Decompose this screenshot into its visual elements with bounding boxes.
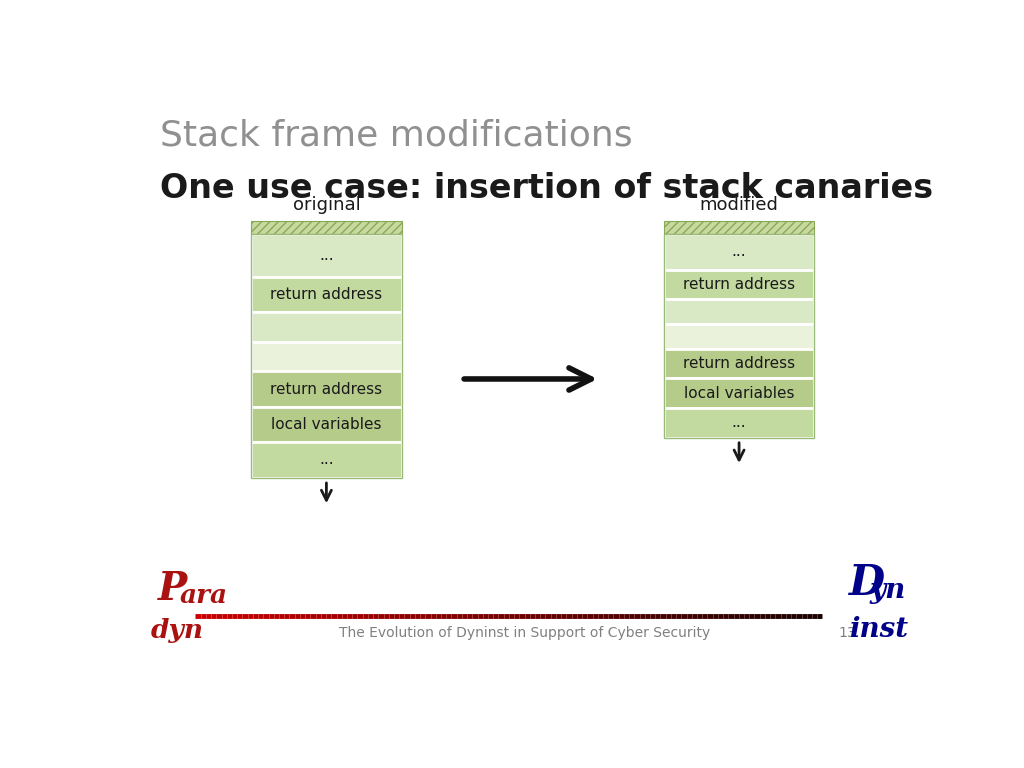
Text: dyn: dyn xyxy=(151,618,203,644)
Text: original: original xyxy=(293,196,360,214)
Text: Stack frame modifications: Stack frame modifications xyxy=(160,119,633,153)
Bar xyxy=(251,276,401,312)
Bar xyxy=(664,324,814,349)
Bar xyxy=(251,221,401,234)
Text: ...: ... xyxy=(732,415,746,430)
Bar xyxy=(664,221,814,234)
Text: return address: return address xyxy=(683,356,795,371)
Bar xyxy=(664,300,814,324)
Text: modified: modified xyxy=(699,196,778,214)
Text: return address: return address xyxy=(270,287,382,302)
Text: ara: ara xyxy=(179,583,227,607)
Text: One use case: insertion of stack canaries: One use case: insertion of stack canarie… xyxy=(160,172,933,205)
Bar xyxy=(251,234,401,478)
Text: return address: return address xyxy=(270,382,382,396)
Bar xyxy=(251,312,401,342)
Text: The Evolution of Dyninst in Support of Cyber Security: The Evolution of Dyninst in Support of C… xyxy=(339,626,711,641)
Bar xyxy=(664,379,814,408)
Text: local variables: local variables xyxy=(271,417,382,432)
Text: yn: yn xyxy=(869,577,905,604)
Text: 13: 13 xyxy=(839,626,856,641)
Text: return address: return address xyxy=(683,276,795,292)
Text: ...: ... xyxy=(732,244,746,260)
Text: D: D xyxy=(849,561,885,604)
Bar xyxy=(664,408,814,438)
Bar xyxy=(251,407,401,442)
Bar xyxy=(251,234,401,276)
Text: local variables: local variables xyxy=(684,386,795,401)
Bar xyxy=(664,234,814,438)
Text: inst: inst xyxy=(849,616,907,644)
Text: P: P xyxy=(158,570,187,607)
Bar xyxy=(251,342,401,371)
Bar xyxy=(251,371,401,407)
Bar xyxy=(664,349,814,379)
Text: ...: ... xyxy=(319,452,334,468)
Text: ...: ... xyxy=(319,248,334,263)
Bar xyxy=(251,442,401,478)
Bar xyxy=(664,270,814,300)
Bar xyxy=(664,234,814,270)
